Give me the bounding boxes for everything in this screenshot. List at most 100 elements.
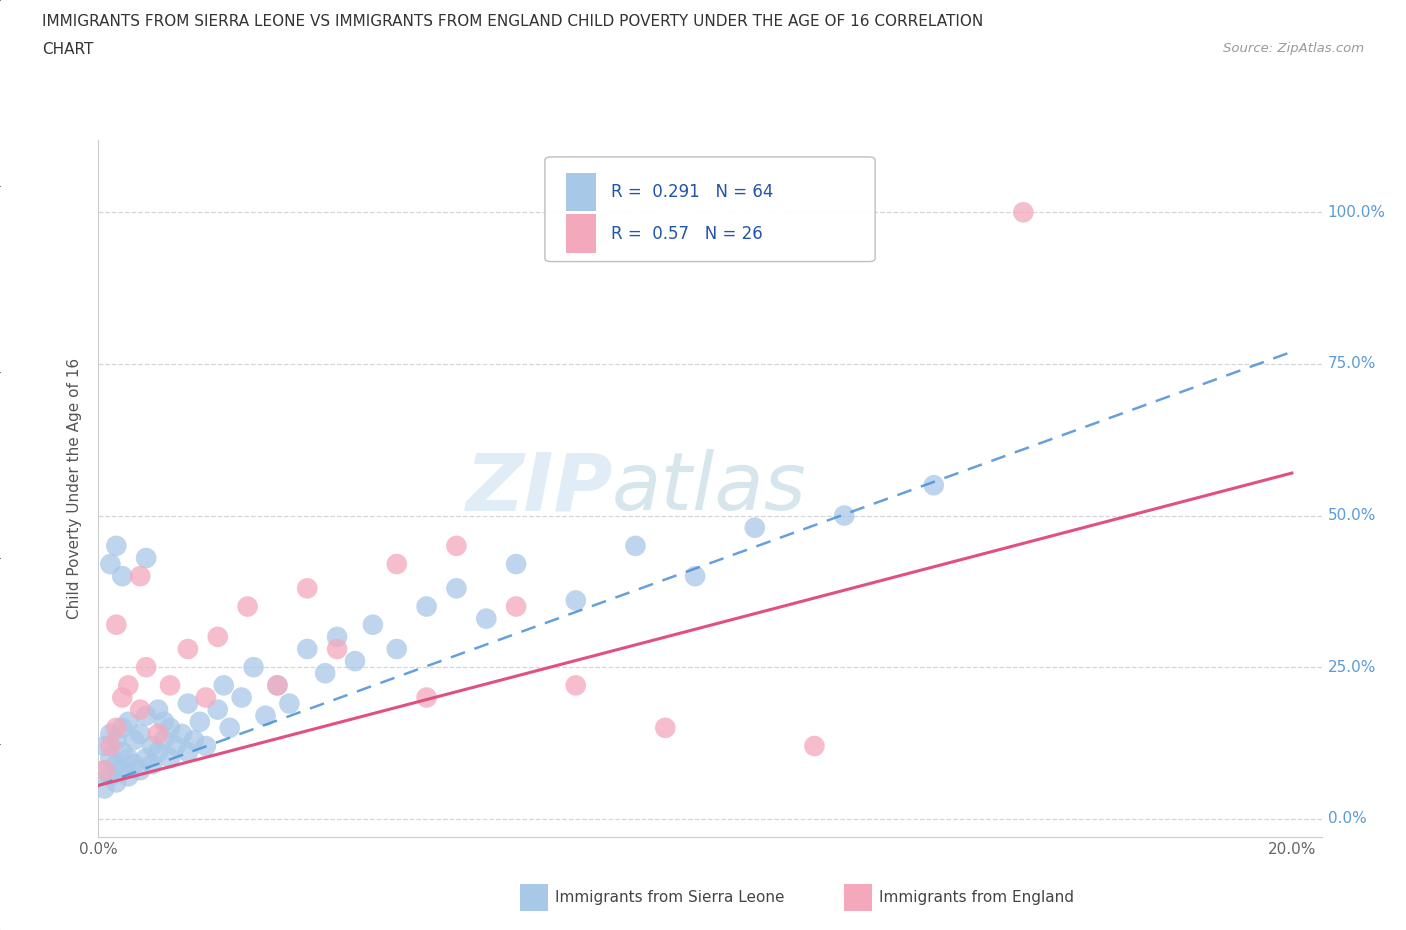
Point: [314, 666, 336, 681]
Point: [803, 738, 825, 753]
Point: [170, 726, 193, 741]
Point: [565, 593, 588, 608]
Point: [105, 733, 128, 748]
Point: [326, 642, 349, 657]
Point: [117, 714, 139, 729]
Point: [361, 618, 384, 632]
Point: [177, 642, 200, 657]
Point: [98, 769, 121, 784]
Text: 0.0%: 0.0%: [1327, 811, 1367, 826]
Text: 50.0%: 50.0%: [1327, 508, 1376, 523]
Point: [93, 781, 115, 796]
Point: [117, 769, 139, 784]
Point: [93, 763, 115, 777]
Point: [505, 599, 527, 614]
Point: [105, 538, 128, 553]
Point: [212, 678, 235, 693]
Point: [129, 702, 152, 717]
Point: [111, 569, 134, 584]
Point: [832, 508, 855, 523]
FancyBboxPatch shape: [565, 173, 596, 211]
Point: [122, 733, 145, 748]
Point: [129, 726, 152, 741]
Point: [475, 611, 498, 626]
Point: [565, 678, 588, 693]
Point: [141, 738, 163, 753]
Point: [129, 569, 152, 584]
Point: [183, 733, 205, 748]
Point: [744, 520, 766, 535]
Point: [505, 557, 527, 572]
Point: [129, 763, 152, 777]
Bar: [520, 884, 548, 911]
Point: [135, 709, 157, 724]
Text: Source: ZipAtlas.com: Source: ZipAtlas.com: [1223, 42, 1364, 55]
Point: [146, 745, 169, 760]
Point: [654, 721, 676, 736]
Point: [146, 702, 169, 717]
Point: [98, 738, 121, 753]
Point: [218, 721, 240, 736]
Point: [242, 659, 264, 674]
Point: [177, 697, 200, 711]
Point: [111, 745, 134, 760]
Point: [446, 538, 468, 553]
Point: [93, 738, 115, 753]
Point: [98, 751, 121, 765]
Point: [177, 745, 200, 760]
Point: [278, 697, 301, 711]
Point: [165, 738, 187, 753]
Bar: [844, 884, 872, 911]
Point: [415, 599, 437, 614]
Point: [266, 678, 288, 693]
Point: [111, 763, 134, 777]
Text: ZIP: ZIP: [465, 449, 612, 527]
Point: [159, 751, 181, 765]
Point: [343, 654, 366, 669]
Text: IMMIGRANTS FROM SIERRA LEONE VS IMMIGRANTS FROM ENGLAND CHILD POVERTY UNDER THE : IMMIGRANTS FROM SIERRA LEONE VS IMMIGRAN…: [42, 14, 983, 29]
Text: 100.0%: 100.0%: [1327, 205, 1386, 219]
Point: [194, 690, 217, 705]
Text: Immigrants from England: Immigrants from England: [879, 890, 1074, 905]
Point: [105, 775, 128, 790]
Point: [159, 721, 181, 736]
Point: [922, 478, 945, 493]
Point: [135, 551, 157, 565]
Point: [683, 569, 706, 584]
Point: [624, 538, 647, 553]
Point: [385, 642, 408, 657]
Text: 25.0%: 25.0%: [1327, 659, 1376, 674]
Text: 75.0%: 75.0%: [1327, 356, 1376, 371]
Point: [1012, 205, 1035, 219]
Point: [117, 751, 139, 765]
Text: CHART: CHART: [42, 42, 94, 57]
Point: [153, 714, 176, 729]
Point: [98, 726, 121, 741]
Text: R =  0.57   N = 26: R = 0.57 N = 26: [612, 225, 762, 243]
Point: [297, 642, 319, 657]
Point: [105, 721, 128, 736]
Point: [153, 733, 176, 748]
Point: [117, 678, 139, 693]
Point: [122, 757, 145, 772]
Point: [297, 581, 319, 596]
Text: atlas: atlas: [612, 449, 807, 527]
Point: [188, 714, 211, 729]
Text: R =  0.291   N = 64: R = 0.291 N = 64: [612, 183, 773, 201]
Point: [415, 690, 437, 705]
Point: [98, 557, 121, 572]
Point: [385, 557, 408, 572]
Point: [146, 726, 169, 741]
Point: [446, 581, 468, 596]
Point: [93, 763, 115, 777]
Point: [135, 659, 157, 674]
Point: [159, 678, 181, 693]
Y-axis label: Child Poverty Under the Age of 16: Child Poverty Under the Age of 16: [67, 358, 83, 618]
Point: [266, 678, 288, 693]
Point: [141, 757, 163, 772]
Point: [231, 690, 253, 705]
Point: [207, 702, 229, 717]
Point: [194, 738, 217, 753]
Point: [111, 690, 134, 705]
Point: [111, 721, 134, 736]
